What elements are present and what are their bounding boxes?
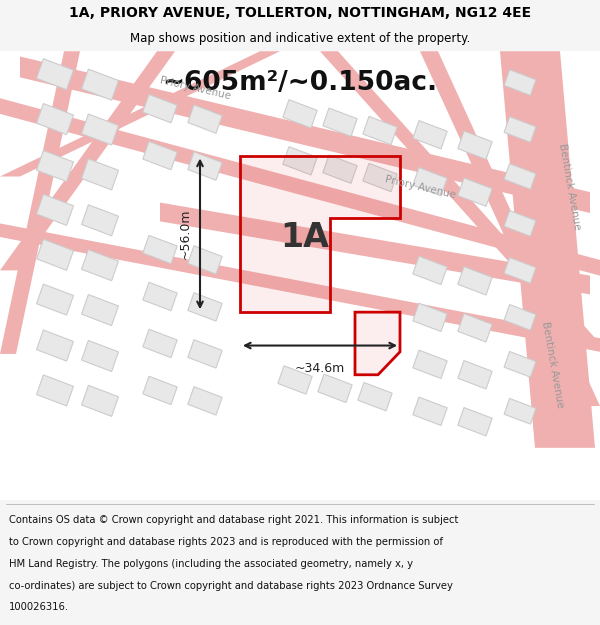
Polygon shape [37, 239, 73, 270]
Polygon shape [160, 202, 590, 294]
Text: Map shows position and indicative extent of the property.: Map shows position and indicative extent… [130, 32, 470, 45]
Polygon shape [323, 108, 357, 136]
Polygon shape [283, 147, 317, 175]
Polygon shape [458, 314, 492, 342]
Polygon shape [413, 256, 447, 284]
Polygon shape [458, 178, 492, 206]
Polygon shape [413, 397, 447, 426]
Polygon shape [82, 249, 118, 281]
Polygon shape [355, 312, 400, 375]
Polygon shape [458, 361, 492, 389]
Text: ~56.0m: ~56.0m [179, 209, 192, 259]
Polygon shape [500, 51, 595, 448]
Text: Priory Avenue: Priory Avenue [383, 174, 457, 200]
Polygon shape [37, 59, 73, 90]
Polygon shape [143, 282, 177, 311]
Polygon shape [504, 351, 536, 377]
Polygon shape [504, 258, 536, 283]
Polygon shape [188, 246, 222, 274]
Polygon shape [37, 330, 73, 361]
Polygon shape [504, 399, 536, 424]
Polygon shape [318, 374, 352, 402]
Polygon shape [413, 121, 447, 149]
Text: 1A: 1A [281, 221, 329, 254]
Polygon shape [504, 304, 536, 330]
Polygon shape [143, 329, 177, 357]
Polygon shape [458, 267, 492, 295]
Polygon shape [504, 117, 536, 142]
Polygon shape [37, 104, 73, 134]
Polygon shape [458, 408, 492, 436]
Polygon shape [82, 386, 118, 416]
Polygon shape [188, 292, 222, 321]
Polygon shape [504, 70, 536, 96]
Text: to Crown copyright and database rights 2023 and is reproduced with the permissio: to Crown copyright and database rights 2… [9, 537, 443, 547]
Polygon shape [82, 205, 118, 236]
Polygon shape [363, 163, 397, 192]
Text: Priory Avenue: Priory Avenue [158, 75, 232, 101]
Text: co-ordinates) are subject to Crown copyright and database rights 2023 Ordnance S: co-ordinates) are subject to Crown copyr… [9, 581, 453, 591]
Polygon shape [37, 375, 73, 406]
Polygon shape [363, 116, 397, 145]
Text: ~605m²/~0.150ac.: ~605m²/~0.150ac. [163, 69, 437, 96]
Polygon shape [504, 164, 536, 189]
Polygon shape [143, 141, 177, 170]
Polygon shape [0, 224, 600, 352]
Text: 1A, PRIORY AVENUE, TOLLERTON, NOTTINGHAM, NG12 4EE: 1A, PRIORY AVENUE, TOLLERTON, NOTTINGHAM… [69, 6, 531, 20]
Polygon shape [413, 350, 447, 379]
Polygon shape [82, 294, 118, 326]
Polygon shape [323, 155, 357, 183]
Polygon shape [143, 376, 177, 404]
Text: Contains OS data © Crown copyright and database right 2021. This information is : Contains OS data © Crown copyright and d… [9, 515, 458, 525]
Polygon shape [188, 387, 222, 415]
Polygon shape [37, 194, 73, 226]
Text: ~34.6m: ~34.6m [295, 362, 345, 375]
Polygon shape [0, 98, 600, 276]
Polygon shape [37, 284, 73, 315]
Polygon shape [420, 51, 600, 406]
Polygon shape [0, 51, 175, 271]
Polygon shape [278, 366, 312, 394]
Polygon shape [82, 159, 118, 190]
Polygon shape [358, 382, 392, 411]
Polygon shape [143, 236, 177, 264]
Polygon shape [320, 51, 600, 344]
Text: 100026316.: 100026316. [9, 602, 69, 612]
Polygon shape [0, 51, 80, 354]
Text: Bentinck Avenue: Bentinck Avenue [557, 143, 583, 231]
Polygon shape [82, 114, 118, 145]
Polygon shape [458, 131, 492, 159]
Polygon shape [37, 151, 73, 182]
Polygon shape [188, 340, 222, 368]
Polygon shape [143, 94, 177, 123]
Polygon shape [283, 99, 317, 128]
Polygon shape [188, 105, 222, 133]
Text: HM Land Registry. The polygons (including the associated geometry, namely x, y: HM Land Registry. The polygons (includin… [9, 559, 413, 569]
Polygon shape [504, 211, 536, 236]
Polygon shape [188, 152, 222, 180]
Polygon shape [413, 168, 447, 196]
Text: Bentinck Avenue: Bentinck Avenue [541, 321, 566, 408]
Polygon shape [82, 341, 118, 371]
Polygon shape [240, 156, 400, 312]
Polygon shape [82, 69, 118, 100]
Polygon shape [413, 303, 447, 331]
Polygon shape [0, 51, 280, 176]
Polygon shape [20, 56, 590, 213]
